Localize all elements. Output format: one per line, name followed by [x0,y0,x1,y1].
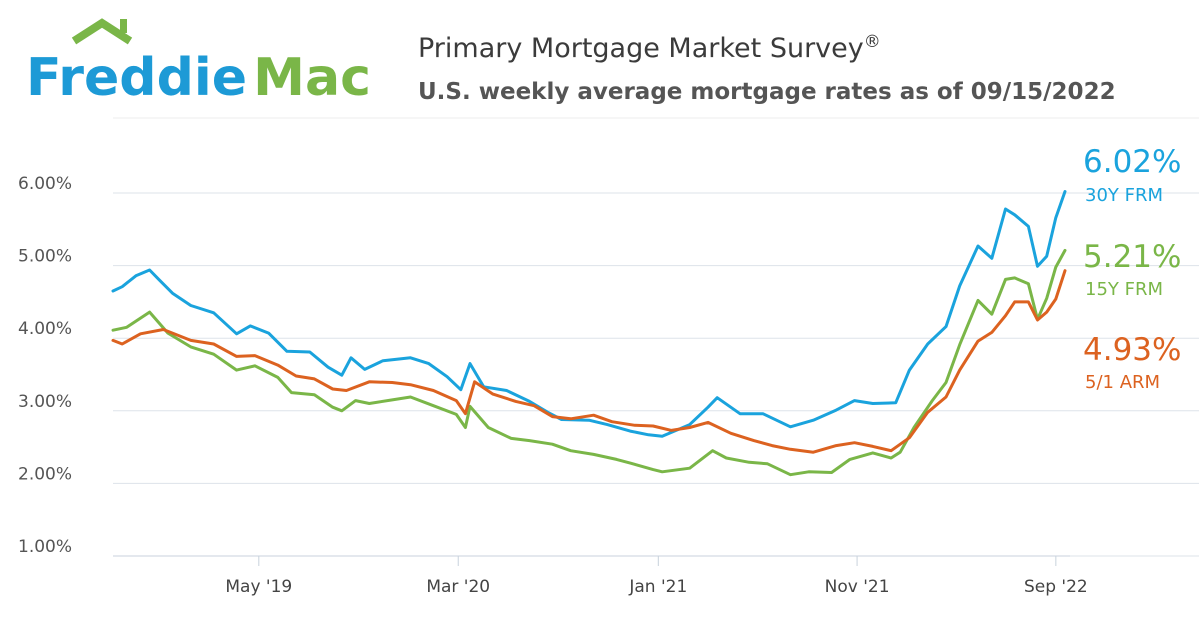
end-value-frm15: 5.21% [1083,239,1181,275]
logo-text-freddie: Freddie [26,48,247,108]
logo-text-mac: Mac [253,48,371,108]
grid-lines [113,192,1199,557]
house-chimney-icon [120,19,127,33]
series-line-frm30 [111,190,1067,438]
y-tick-label: 6.00% [18,174,72,194]
end-name-arm51: 5/1 ARM [1085,372,1160,393]
x-tick-label: Sep '22 [1024,577,1088,597]
x-tick-label: Nov '21 [825,577,890,597]
y-tick-label: 2.00% [18,464,72,484]
end-name-frm15: 15Y FRM [1085,279,1163,300]
freddie-mac-logo: Freddie Mac [26,18,371,108]
end-name-frm30: 30Y FRM [1085,185,1163,206]
x-tick-label: Jan '21 [628,577,687,597]
end-value-arm51: 4.93% [1083,332,1181,368]
house-roof-icon [71,18,133,45]
registered-mark: ® [864,32,881,52]
y-tick-label: 1.00% [18,537,72,557]
y-axis: 1.00% 2.00% 3.00% 4.00% 5.00% 6.00% [18,174,72,557]
y-tick-label: 4.00% [18,319,72,339]
y-tick-label: 3.00% [18,392,72,412]
y-tick-label: 5.00% [18,247,72,267]
x-axis: May '19 Mar '20 Jan '21 Nov '21 Sep '22 [113,555,1088,597]
series-line-arm51 [111,269,1067,454]
chart-title: Primary Mortgage Market Survey® [418,32,881,64]
end-value-frm30: 6.02% [1083,144,1181,180]
series-lines [111,190,1067,477]
x-tick-label: Mar '20 [426,577,490,597]
series-line-frm15 [111,248,1067,477]
chart-subtitle: U.S. weekly average mortgage rates as of… [418,79,1116,105]
end-labels: 6.02% 30Y FRM 5.21% 15Y FRM 4.93% 5/1 ARM [1083,144,1181,393]
x-tick-label: May '19 [225,577,292,597]
